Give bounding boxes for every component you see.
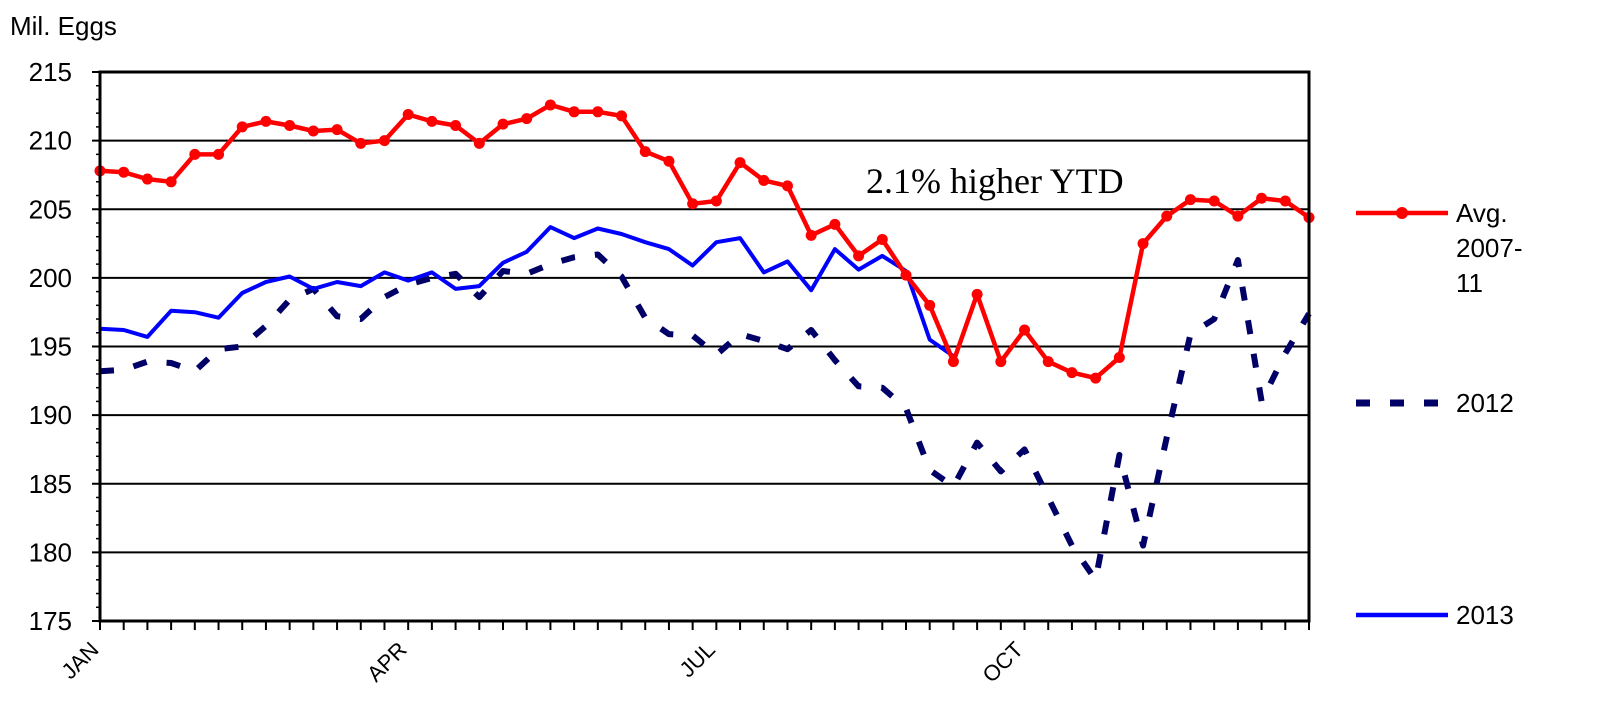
data-point <box>189 148 201 160</box>
y-tick-label: 185 <box>29 469 72 499</box>
data-point <box>1042 356 1054 368</box>
data-point <box>616 110 628 122</box>
y-tick-label: 200 <box>29 263 72 293</box>
data-point <box>141 173 153 185</box>
data-point <box>1279 195 1291 207</box>
data-point <box>260 115 272 127</box>
y-tick-label: 215 <box>29 57 72 87</box>
data-point <box>355 137 367 149</box>
x-tick-label: JUL <box>675 637 720 682</box>
data-point <box>568 106 580 118</box>
series-line-2013 <box>99 225 955 358</box>
data-point <box>758 174 770 186</box>
data-point <box>1232 210 1244 222</box>
data-point <box>1090 372 1102 384</box>
data-point <box>284 120 296 132</box>
y-tick-label: 205 <box>29 194 72 224</box>
series-lines <box>94 99 1315 583</box>
data-point <box>1113 351 1125 363</box>
x-tick-label: JAN <box>56 637 103 684</box>
data-point <box>1184 194 1196 206</box>
data-point <box>947 356 959 368</box>
data-point <box>995 356 1007 368</box>
data-point <box>497 118 509 130</box>
data-point <box>1137 238 1149 250</box>
data-point <box>853 250 865 262</box>
x-tick-label: APR <box>362 637 412 687</box>
gridlines <box>100 71 1309 622</box>
data-point <box>544 99 556 111</box>
data-point <box>402 109 414 121</box>
data-point <box>876 233 888 245</box>
data-point <box>781 180 793 192</box>
x-axis-ticks: JAN APR JUL OCT <box>56 621 1310 688</box>
data-point <box>473 137 485 149</box>
data-point <box>687 198 699 210</box>
data-point <box>1208 195 1220 207</box>
legend-marker <box>1396 207 1408 219</box>
data-point <box>236 121 248 133</box>
legend-label: 2012 <box>1456 388 1514 418</box>
data-point <box>900 269 912 281</box>
data-point <box>1019 324 1031 336</box>
data-point <box>829 218 841 230</box>
data-point <box>639 146 651 158</box>
y-tick-label: 210 <box>29 126 72 156</box>
y-axis-ticks: 175 180 185 190 195 200 205 210 215 <box>29 57 100 636</box>
data-point <box>734 157 746 169</box>
data-point <box>426 115 438 127</box>
data-point <box>1066 367 1078 379</box>
y-tick-label: 190 <box>29 400 72 430</box>
y-tick-label: 175 <box>29 606 72 636</box>
data-point <box>165 176 177 188</box>
data-point <box>331 124 343 136</box>
data-point <box>450 120 462 132</box>
plot-frame <box>98 70 1311 623</box>
data-point <box>663 155 675 167</box>
x-tick-label: OCT <box>978 637 1029 688</box>
data-point <box>378 135 390 147</box>
legend-label: Avg. 2007-11 <box>1456 198 1523 298</box>
data-point <box>805 229 817 241</box>
data-point <box>924 299 936 311</box>
data-point <box>1256 192 1268 204</box>
data-point <box>592 106 604 118</box>
data-point <box>307 125 319 137</box>
data-point <box>213 148 225 160</box>
y-axis-title: Mil. Eggs <box>10 11 117 41</box>
data-point <box>118 166 130 178</box>
data-point <box>521 113 533 125</box>
legend: Avg. 2007-11 2012 2013 <box>1356 198 1523 630</box>
data-point <box>710 195 722 207</box>
ytd-annotation: 2.1% higher YTD <box>866 161 1124 201</box>
data-point <box>1161 210 1173 222</box>
series-line-avg-2007-11 <box>99 102 1311 381</box>
data-point <box>971 288 983 300</box>
y-tick-label: 195 <box>29 332 72 362</box>
series-line-2012 <box>99 251 1312 583</box>
y-tick-label: 180 <box>29 537 72 567</box>
legend-label: 2013 <box>1456 600 1514 630</box>
